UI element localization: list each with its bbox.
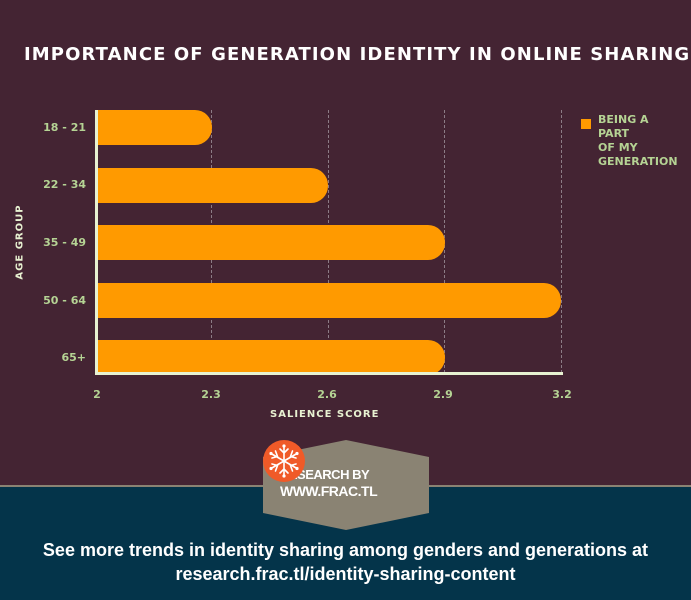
category-label: 22 - 34	[43, 178, 86, 191]
category-label: 65+	[61, 351, 86, 364]
chart-title: IMPORTANCE OF GENERATION IDENTITY IN ONL…	[24, 44, 691, 65]
y-axis-label: AGE GROUP	[14, 204, 26, 280]
x-tick-label: 2	[93, 388, 101, 401]
legend-swatch	[581, 119, 591, 129]
footer-line1: See more trends in identity sharing amon…	[42, 540, 649, 560]
category-label: 35 - 49	[43, 236, 86, 249]
bar	[98, 110, 212, 145]
footer-cta: See more trends in identity sharing amon…	[0, 538, 691, 586]
plot-area	[95, 110, 563, 375]
x-axis-line	[95, 372, 563, 375]
legend-label: BEING A PART OF MY GENERATION	[598, 113, 691, 169]
bar	[98, 225, 445, 260]
footer-link[interactable]: research.frac.tl/identity-sharing-conten…	[175, 564, 516, 584]
category-label: 18 - 21	[43, 121, 86, 134]
legend-line: GENERATION	[598, 155, 678, 168]
legend-line: BEING A	[598, 113, 649, 126]
badge-line2: WWW.FRAC.TL	[280, 483, 378, 499]
x-tick-label: 2.3	[201, 388, 221, 401]
x-tick-label: 2.9	[433, 388, 453, 401]
legend-line: PART	[598, 127, 630, 140]
bar	[98, 340, 445, 375]
snowflake-icon	[263, 440, 305, 482]
legend-line: OF MY	[598, 141, 638, 154]
gridline	[444, 110, 445, 373]
x-axis-label: SALIENCE SCORE	[270, 409, 380, 420]
bar	[98, 283, 561, 318]
gridline	[561, 110, 562, 373]
category-label: 50 - 64	[43, 294, 86, 307]
x-tick-label: 2.6	[317, 388, 337, 401]
research-by-badge[interactable]: RESEARCH BY WWW.FRAC.TL	[263, 440, 429, 530]
bar	[98, 168, 328, 203]
x-tick-label: 3.2	[552, 388, 572, 401]
y-axis-line	[95, 110, 98, 373]
